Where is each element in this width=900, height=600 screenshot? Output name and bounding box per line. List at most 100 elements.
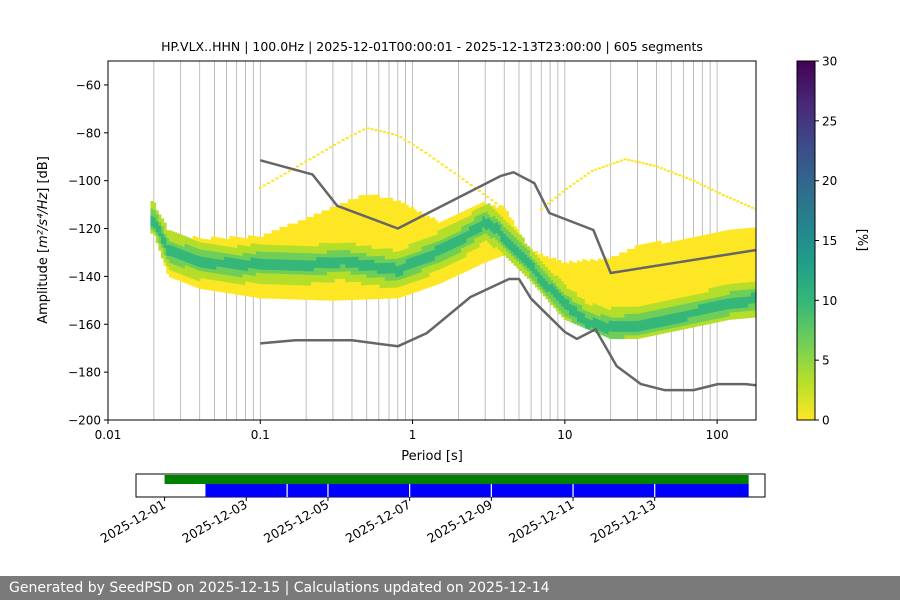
density-cell bbox=[674, 323, 678, 328]
density-cell bbox=[203, 281, 207, 286]
density-cell bbox=[205, 246, 209, 251]
density-cell bbox=[416, 287, 420, 292]
density-cell bbox=[361, 238, 365, 243]
density-cell bbox=[421, 274, 425, 279]
density-cell bbox=[571, 319, 575, 324]
density-cell bbox=[605, 294, 609, 299]
density-cell bbox=[690, 291, 694, 296]
density-cell bbox=[734, 272, 738, 277]
density-cell bbox=[590, 294, 594, 299]
density-cell bbox=[382, 131, 386, 134]
density-cell bbox=[229, 235, 233, 240]
density-cell bbox=[187, 266, 191, 271]
density-cell bbox=[392, 251, 396, 256]
density-cell bbox=[742, 235, 746, 240]
density-cell bbox=[476, 243, 480, 248]
density-cell bbox=[424, 238, 428, 243]
density-cell bbox=[695, 283, 699, 288]
density-cell bbox=[671, 295, 675, 300]
density-cell bbox=[605, 286, 609, 291]
density-cell bbox=[465, 181, 469, 184]
density-cell bbox=[326, 267, 330, 272]
density-cell bbox=[342, 231, 346, 236]
density-cell bbox=[321, 289, 325, 294]
density-cell bbox=[463, 232, 467, 237]
density-cell bbox=[447, 253, 451, 258]
density-cell bbox=[361, 263, 365, 268]
density-cell bbox=[347, 235, 351, 240]
density-cell bbox=[274, 294, 278, 299]
density-cell bbox=[300, 252, 304, 257]
colorbar-tick-label: 15 bbox=[822, 234, 837, 248]
density-cell bbox=[700, 307, 704, 312]
density-cell bbox=[213, 269, 217, 274]
density-cell bbox=[442, 223, 446, 228]
density-cell bbox=[411, 235, 415, 240]
density-cell bbox=[371, 237, 375, 242]
density-cell bbox=[418, 229, 423, 234]
density-cell bbox=[247, 249, 251, 254]
density-cell bbox=[282, 248, 286, 253]
density-cell bbox=[350, 267, 354, 272]
density-cell bbox=[213, 244, 217, 249]
density-cell bbox=[279, 295, 283, 300]
density-cell bbox=[400, 246, 404, 251]
density-cell bbox=[637, 316, 641, 321]
density-cell bbox=[311, 235, 315, 240]
density-cell bbox=[642, 308, 646, 313]
density-cell bbox=[150, 218, 154, 223]
density-cell bbox=[616, 335, 620, 340]
density-cell bbox=[453, 244, 457, 249]
density-cell bbox=[261, 272, 265, 277]
density-cell bbox=[353, 234, 357, 239]
density-cell bbox=[395, 265, 399, 270]
density-cell bbox=[569, 278, 573, 283]
density-cell bbox=[471, 239, 475, 244]
density-cell bbox=[571, 269, 575, 274]
density-cell bbox=[611, 266, 615, 271]
density-cell bbox=[392, 272, 396, 277]
density-cell bbox=[295, 165, 299, 168]
density-cell bbox=[587, 325, 591, 330]
density-cell bbox=[474, 227, 478, 232]
density-cell bbox=[634, 248, 638, 253]
density-cell bbox=[250, 264, 254, 269]
density-cell bbox=[753, 306, 756, 311]
density-cell bbox=[571, 315, 575, 320]
density-cell bbox=[558, 277, 562, 282]
density-cell bbox=[263, 283, 267, 288]
density-cell bbox=[279, 273, 283, 278]
density-cell bbox=[640, 327, 644, 332]
density-cell bbox=[603, 260, 607, 265]
density-cell bbox=[626, 317, 631, 322]
density-cell bbox=[658, 251, 662, 256]
density-cell bbox=[547, 202, 551, 205]
density-cell bbox=[326, 285, 330, 290]
density-cell bbox=[466, 255, 470, 260]
density-cell bbox=[390, 287, 394, 292]
density-cell bbox=[321, 217, 325, 222]
density-cell bbox=[313, 238, 317, 243]
density-cell bbox=[713, 318, 717, 323]
density-cell bbox=[361, 266, 365, 271]
density-cell bbox=[563, 272, 567, 277]
density-cell bbox=[750, 281, 754, 286]
density-cell bbox=[436, 160, 440, 163]
density-cell bbox=[337, 257, 341, 262]
density-cell bbox=[403, 241, 407, 246]
density-cell bbox=[155, 224, 159, 229]
density-cell bbox=[421, 242, 425, 247]
density-cell bbox=[168, 230, 172, 235]
density-cell bbox=[174, 250, 178, 255]
density-cell bbox=[300, 266, 304, 271]
density-cell bbox=[640, 316, 644, 321]
density-cell bbox=[734, 304, 738, 309]
density-cell bbox=[621, 335, 625, 340]
density-cell bbox=[466, 234, 470, 239]
density-cell bbox=[579, 308, 583, 313]
density-cell bbox=[316, 153, 320, 156]
density-cell bbox=[684, 267, 688, 272]
density-cell bbox=[326, 292, 330, 297]
density-cell bbox=[495, 214, 499, 219]
density-cell bbox=[542, 281, 546, 286]
